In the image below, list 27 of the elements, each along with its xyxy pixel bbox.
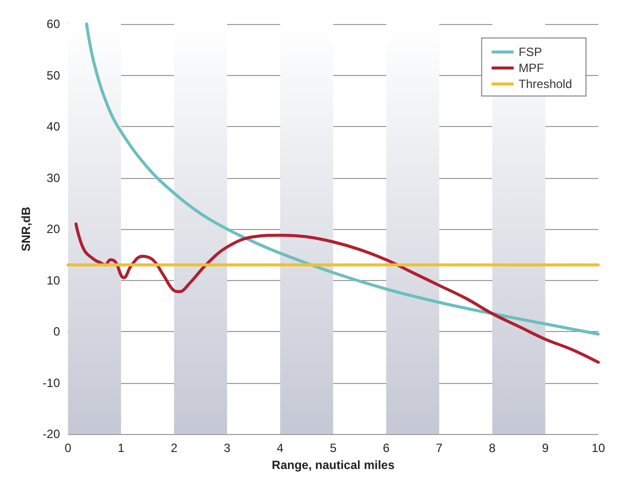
- x-tick-label: 2: [170, 441, 178, 456]
- x-tick-label: 9: [542, 441, 549, 456]
- x-tick-label: 8: [488, 441, 496, 456]
- line-series: [74, 222, 600, 364]
- x-tick-label: 10: [592, 441, 606, 456]
- x-tick-label: 0: [64, 441, 72, 456]
- y-tick-label: 20: [46, 222, 60, 236]
- x-tick-label: 3: [224, 441, 231, 456]
- y-tick-label: 60: [46, 17, 60, 31]
- y-axis-title: SNR,dB: [18, 206, 33, 252]
- x-tick-label: 6: [382, 441, 390, 456]
- x-tick-label: 7: [436, 441, 443, 456]
- y-tick-label: 10: [46, 273, 60, 288]
- line-series: [85, 22, 600, 336]
- y-tick-label: 50: [46, 68, 60, 82]
- x-tick-label: 4: [276, 441, 284, 456]
- legend-label: FSP: [518, 45, 542, 59]
- x-axis-title: Range, nautical miles: [272, 458, 395, 472]
- y-tick-label: -20: [42, 427, 60, 442]
- y-tick-label: -10: [42, 376, 60, 390]
- legend-label: Threshold: [518, 77, 572, 91]
- x-tick-label: 1: [118, 441, 125, 456]
- x-tick-label: 5: [330, 441, 337, 456]
- legend-label: MPF: [518, 61, 544, 75]
- y-tick-label: 0: [53, 324, 60, 339]
- y-tick-label: 30: [46, 170, 60, 185]
- y-tick-label: 40: [46, 120, 60, 134]
